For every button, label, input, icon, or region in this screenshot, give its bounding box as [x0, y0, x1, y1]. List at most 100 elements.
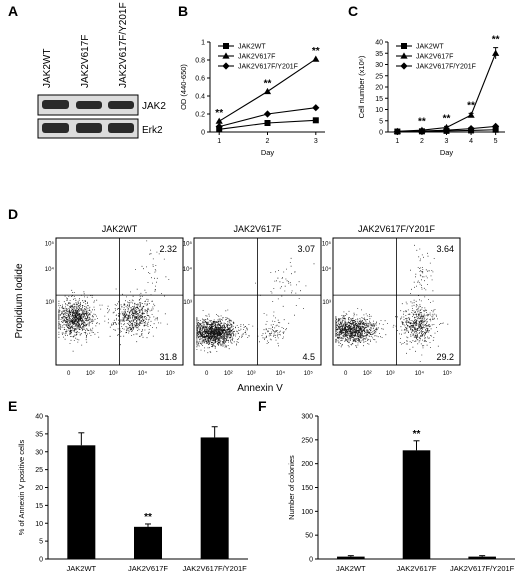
panel-letter-e: E [8, 398, 17, 414]
y-tick-label: 10⁵ [183, 241, 193, 248]
x-axis-label: Day [261, 148, 275, 157]
legend-marker [223, 43, 229, 49]
data-point [215, 123, 223, 131]
category-label: JAK2V617F/Y201F [183, 564, 248, 573]
flow-plot-title: JAK2WT [102, 224, 138, 234]
x-tick-label: 0 [205, 371, 209, 377]
x-tick-label: 0 [344, 371, 348, 377]
y-tick-label: 0 [379, 130, 383, 137]
lane-label-jak2v617f: JAK2V617F [80, 35, 91, 88]
x-tick-label: 10⁴ [276, 370, 286, 377]
data-point [492, 122, 500, 130]
y-tick-label: 250 [301, 437, 313, 444]
quadrant-lower-right-value: 4.5 [302, 352, 315, 362]
legend-entry: JAK2WT [238, 44, 266, 51]
blot-band [76, 101, 102, 109]
flow-event-dots [58, 240, 170, 352]
x-tick-label: 2 [420, 138, 424, 145]
x-tick-label: 0 [67, 371, 71, 377]
y-tick-label: 0.8 [195, 58, 205, 65]
y-tick-label: 25 [35, 467, 43, 474]
x-tick-label: 10⁴ [415, 370, 425, 377]
legend-entry: JAK2V617F/Y201F [416, 64, 476, 71]
x-tick-label: 10⁵ [166, 370, 176, 377]
quadrant-lower-right-value: 31.8 [159, 352, 177, 362]
significance-marker: ** [215, 108, 223, 119]
y-tick-label: 300 [301, 414, 313, 421]
x-tick-label: 10⁵ [304, 370, 314, 377]
category-label: JAK2WT [67, 564, 97, 573]
y-tick-label: 10⁴ [183, 266, 193, 273]
y-tick-label: 15 [35, 503, 43, 510]
data-point [492, 49, 500, 56]
y-tick-label: 25 [375, 73, 383, 80]
lane-label-jak2wt: JAK2WT [42, 49, 53, 88]
significance-marker: ** [467, 100, 475, 111]
data-point [263, 87, 272, 95]
significance-marker: ** [443, 113, 451, 124]
quadrant-upper-right-value: 2.32 [159, 244, 177, 254]
lane-label-jak2v617f-y201f: JAK2V617F/Y201F [118, 2, 129, 88]
bar [67, 445, 96, 559]
x-tick-label: 1 [395, 138, 399, 145]
y-tick-label: 35 [35, 431, 43, 438]
x-tick-label: 10² [224, 371, 233, 377]
significance-marker: ** [418, 117, 426, 128]
bar [337, 556, 365, 559]
y-tick-label: 0 [201, 130, 205, 137]
quadrant-upper-right-value: 3.07 [297, 244, 315, 254]
legend-marker [222, 52, 230, 59]
data-point [442, 126, 451, 134]
data-point [263, 110, 272, 118]
bar [134, 526, 162, 559]
data-point [312, 117, 319, 124]
y-tick-label: 10⁴ [322, 266, 332, 273]
category-label: JAK2WT [336, 564, 366, 573]
bar [200, 437, 229, 559]
x-tick-label: 3 [445, 138, 449, 145]
y-axis-label: Propidium Iodide [14, 263, 25, 338]
data-point [467, 111, 475, 118]
x-axis-label: Day [440, 148, 454, 157]
x-tick-label: 10⁴ [138, 370, 148, 377]
panel-letter-a: A [8, 3, 18, 19]
y-tick-label: 30 [35, 449, 43, 456]
panel-letter-d: D [8, 206, 18, 222]
blot-label-jak2: JAK2 [142, 101, 166, 112]
panel-e-bar-chart: 0 5 10 15 20 25 30 35 40 JAK2WT JAK2V617F ** JAK2V61… [17, 414, 248, 573]
y-axis-label: % of Annexin V positive cells [17, 440, 26, 536]
x-tick-label: 10² [363, 371, 372, 377]
y-tick-label: 0 [39, 557, 43, 564]
x-tick-label: 3 [314, 138, 318, 145]
data-point [264, 120, 271, 126]
x-tick-label: 10² [86, 371, 95, 377]
category-label: JAK2V617F [396, 564, 436, 573]
bar [468, 556, 496, 559]
significance-marker: ** [413, 429, 421, 440]
legend-entry: JAK2V617F [238, 54, 275, 61]
panel-f-bar-chart: 0 50 100 150 200 250 300 JAK2WT JAK2V617F ** JAK2V… [287, 414, 515, 573]
y-tick-label: 35 [375, 51, 383, 58]
legend-entry: JAK2V617F [416, 54, 453, 61]
legend-marker [400, 52, 408, 59]
y-axis-label: Cell number (x10⁶) [357, 55, 366, 118]
flow-plot-title: JAK2V617F/Y201F [358, 224, 436, 234]
y-axis-label: Number of colonies [287, 455, 296, 520]
y-tick-label: 40 [35, 414, 43, 421]
category-label: JAK2V617F/Y201F [450, 564, 515, 573]
x-tick-label: 5 [494, 138, 498, 145]
y-tick-label: 40 [375, 40, 383, 47]
y-tick-label: 15 [375, 96, 383, 103]
data-point [467, 125, 475, 133]
y-tick-label: 0.2 [195, 112, 205, 119]
y-tick-label: 10³ [45, 300, 54, 306]
significance-marker: ** [264, 79, 272, 90]
y-tick-label: 10 [35, 521, 43, 528]
y-tick-label: 5 [379, 118, 383, 125]
category-label: JAK2V617F [128, 564, 168, 573]
y-tick-label: 150 [301, 485, 313, 492]
blot-band [108, 101, 134, 109]
x-tick-label: 4 [469, 138, 473, 145]
blot-band [108, 123, 134, 133]
x-tick-label: 10³ [247, 371, 256, 377]
